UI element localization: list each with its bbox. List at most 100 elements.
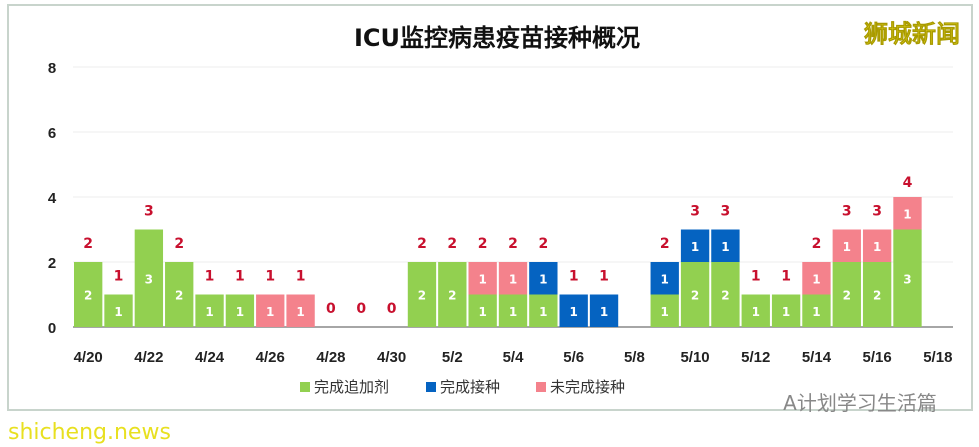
bar-segment bbox=[802, 262, 831, 295]
bar-segment bbox=[771, 294, 801, 327]
x-tick-label: 5/16 bbox=[863, 349, 892, 366]
y-tick-label: 4 bbox=[48, 190, 57, 207]
segment-label: 1 bbox=[509, 272, 517, 286]
segment-label: 1 bbox=[570, 305, 578, 319]
segment-label: 3 bbox=[145, 272, 153, 286]
chart-title: ICU监控病患疫苗接种概况 bbox=[354, 24, 640, 52]
total-label: 4 bbox=[903, 175, 913, 191]
bar-segment bbox=[893, 229, 922, 327]
bar-segment bbox=[529, 262, 558, 295]
bar-segment bbox=[862, 229, 892, 262]
segment-label: 1 bbox=[539, 305, 547, 319]
bar-segment bbox=[286, 294, 315, 327]
bar-segment bbox=[650, 262, 679, 295]
segment-label: 1 bbox=[721, 240, 729, 254]
bar-segment bbox=[104, 294, 133, 327]
segment-label: 2 bbox=[843, 289, 851, 303]
total-label: 2 bbox=[812, 236, 822, 252]
segment-label: 1 bbox=[782, 305, 790, 319]
total-label: 1 bbox=[114, 269, 124, 285]
segment-label: 2 bbox=[448, 289, 456, 303]
segment-label: 1 bbox=[205, 305, 213, 319]
x-tick-label: 5/8 bbox=[624, 349, 645, 366]
bar-segment bbox=[74, 262, 103, 327]
legend-label: 未完成接种 bbox=[550, 378, 625, 396]
segment-label: 1 bbox=[661, 305, 669, 319]
total-label: 2 bbox=[417, 236, 427, 252]
total-label: 0 bbox=[356, 301, 366, 317]
bar-segment bbox=[407, 262, 437, 327]
x-tick-label: 5/2 bbox=[442, 349, 463, 366]
bar-segment bbox=[802, 294, 831, 327]
segment-label: 1 bbox=[539, 272, 547, 286]
total-label: 2 bbox=[447, 236, 457, 252]
legend-label: 完成追加剂 bbox=[314, 378, 389, 396]
legend-swatch bbox=[536, 382, 546, 392]
chart-frame bbox=[7, 4, 973, 411]
x-tick-label: 4/26 bbox=[256, 349, 285, 366]
x-tick-label: 4/28 bbox=[316, 349, 345, 366]
total-label: 3 bbox=[690, 204, 700, 220]
total-label: 2 bbox=[83, 236, 93, 252]
bar-segment bbox=[225, 294, 255, 327]
segment-label: 1 bbox=[812, 272, 820, 286]
segment-label: 2 bbox=[84, 289, 92, 303]
bar-segment bbox=[468, 262, 497, 295]
segment-label: 1 bbox=[478, 272, 486, 286]
x-tick-label: 5/12 bbox=[741, 349, 770, 366]
y-tick-label: 6 bbox=[48, 125, 56, 142]
segment-label: 2 bbox=[691, 289, 699, 303]
segment-label: 1 bbox=[843, 240, 851, 254]
segment-label: 3 bbox=[903, 272, 911, 286]
segment-label: 1 bbox=[691, 240, 699, 254]
bar-segment bbox=[498, 294, 528, 327]
total-label: 1 bbox=[751, 269, 761, 285]
total-label: 1 bbox=[781, 269, 791, 285]
bar-segment bbox=[680, 262, 710, 327]
bar-segment bbox=[438, 262, 467, 327]
total-label: 1 bbox=[569, 269, 579, 285]
total-label: 3 bbox=[872, 204, 882, 220]
x-tick-label: 5/18 bbox=[923, 349, 952, 366]
x-tick-label: 5/14 bbox=[802, 349, 832, 366]
bar-segment bbox=[529, 294, 558, 327]
legend-swatch bbox=[426, 382, 436, 392]
segment-label: 1 bbox=[752, 305, 760, 319]
bar-segment bbox=[680, 229, 710, 262]
segment-label: 1 bbox=[478, 305, 486, 319]
bar-segment bbox=[165, 262, 194, 327]
total-label: 2 bbox=[174, 236, 184, 252]
segment-label: 1 bbox=[266, 305, 274, 319]
bar-segment bbox=[498, 262, 528, 295]
watermark-account: A计划学习生活篇 bbox=[783, 391, 937, 415]
x-tick-label: 5/4 bbox=[503, 349, 525, 366]
total-label: 1 bbox=[205, 269, 215, 285]
segment-label: 1 bbox=[661, 272, 669, 286]
segment-label: 2 bbox=[721, 289, 729, 303]
segment-label: 1 bbox=[296, 305, 304, 319]
segment-label: 1 bbox=[114, 305, 122, 319]
legend-swatch bbox=[300, 382, 310, 392]
bar-segment bbox=[468, 294, 497, 327]
watermark-logo: 狮城新闻 bbox=[864, 20, 960, 48]
segment-label: 2 bbox=[873, 289, 881, 303]
x-tick-label: 5/10 bbox=[680, 349, 709, 366]
total-label: 2 bbox=[508, 236, 518, 252]
y-tick-label: 8 bbox=[48, 60, 56, 77]
y-tick-label: 2 bbox=[48, 255, 56, 272]
segment-label: 1 bbox=[236, 305, 244, 319]
bar-segment bbox=[650, 294, 679, 327]
bar-segment bbox=[711, 262, 740, 327]
total-label: 2 bbox=[478, 236, 488, 252]
bar-segment bbox=[195, 294, 224, 327]
legend-label: 完成接种 bbox=[440, 378, 500, 396]
total-label: 3 bbox=[721, 204, 731, 220]
bar-segment bbox=[559, 294, 588, 327]
x-tick-label: 4/22 bbox=[134, 349, 163, 366]
y-tick-label: 0 bbox=[48, 320, 56, 337]
bar-segment bbox=[862, 262, 892, 327]
bar-segment bbox=[589, 294, 619, 327]
total-label: 0 bbox=[387, 301, 397, 317]
x-tick-label: 4/24 bbox=[195, 349, 225, 366]
bar-segment bbox=[832, 262, 861, 327]
